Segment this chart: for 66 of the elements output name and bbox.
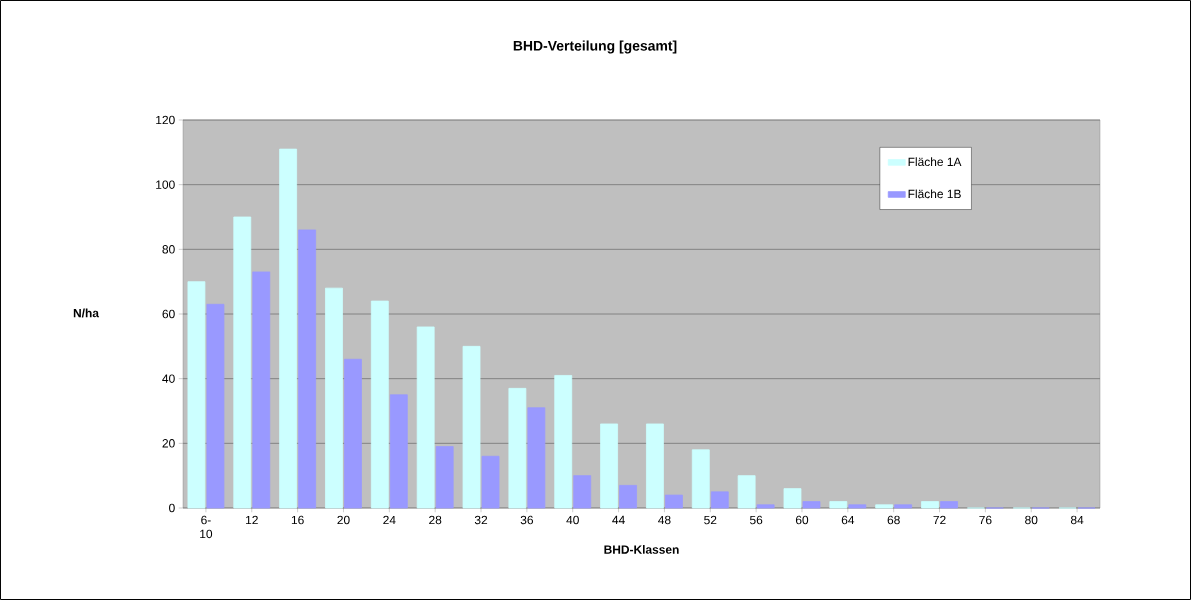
bar bbox=[875, 504, 894, 509]
x-tick-label: 16 bbox=[291, 515, 304, 525]
x-tick-label: 40 bbox=[566, 515, 579, 525]
bar bbox=[940, 501, 958, 509]
bar bbox=[802, 501, 821, 509]
bar bbox=[619, 484, 637, 509]
x-tick-label: 44 bbox=[612, 515, 625, 524]
bar bbox=[325, 287, 343, 509]
x-tick-label: 76 bbox=[979, 515, 992, 525]
y-tick-label: 100 bbox=[156, 180, 175, 189]
x-tick-label: 36 bbox=[520, 515, 533, 525]
bar bbox=[370, 300, 389, 509]
bar bbox=[206, 303, 225, 509]
bar bbox=[737, 475, 756, 509]
bar bbox=[279, 148, 298, 509]
x-tick-label: 52 bbox=[704, 515, 717, 525]
bar bbox=[665, 494, 683, 509]
y-tick-label: 20 bbox=[162, 439, 175, 448]
bar bbox=[691, 449, 710, 509]
bar bbox=[710, 491, 729, 509]
x-tick-label: 32 bbox=[474, 515, 488, 525]
bar bbox=[756, 504, 775, 509]
bar bbox=[600, 423, 618, 509]
bar bbox=[435, 446, 454, 509]
x-tick-label: 68 bbox=[887, 515, 900, 525]
bar bbox=[527, 407, 546, 509]
bar bbox=[848, 504, 867, 509]
x-tick-label: 60 bbox=[795, 515, 809, 525]
bar bbox=[573, 475, 592, 509]
x-tick-label: 48 bbox=[658, 515, 671, 525]
bar bbox=[344, 358, 362, 509]
bar bbox=[389, 394, 408, 509]
y-tick-label: 0 bbox=[169, 503, 175, 513]
bar bbox=[894, 504, 913, 509]
bar bbox=[252, 271, 271, 509]
x-tick-label: 24 bbox=[383, 515, 396, 525]
bar bbox=[646, 423, 664, 509]
bar bbox=[508, 387, 527, 509]
x-tick-label: 20 bbox=[337, 515, 350, 525]
bar bbox=[187, 281, 206, 509]
y-tick-label: 120 bbox=[156, 115, 175, 125]
bar bbox=[233, 216, 252, 509]
x-tick-label: 84 bbox=[1070, 515, 1084, 525]
bar bbox=[783, 488, 802, 509]
x-tick-label: 12 bbox=[246, 515, 258, 525]
legend-label: Fläche 1A bbox=[908, 157, 962, 167]
x-tick-label: 80 bbox=[1025, 515, 1038, 525]
y-tick-label: 80 bbox=[162, 245, 175, 254]
x-tick-label: 56 bbox=[749, 515, 763, 525]
y-tick-label: 60 bbox=[162, 309, 175, 319]
bar bbox=[554, 375, 573, 509]
legend-label: Fläche 1B bbox=[908, 189, 961, 199]
bar bbox=[829, 501, 848, 509]
x-tick-label: 64 bbox=[841, 515, 855, 525]
x-axis-title: BHD-Klassen bbox=[604, 545, 679, 554]
chart-title: BHD-Verteilung [gesamt] bbox=[513, 40, 677, 54]
bar bbox=[481, 455, 500, 509]
bar bbox=[462, 345, 481, 509]
x-tick-label: 6-10 bbox=[200, 515, 213, 539]
bar bbox=[416, 326, 435, 509]
bar bbox=[298, 229, 317, 509]
y-tick-label: 40 bbox=[162, 374, 175, 383]
y-axis-title: N/ha bbox=[73, 308, 100, 318]
x-tick-label: 28 bbox=[429, 515, 442, 525]
bar bbox=[921, 501, 939, 509]
x-tick-label: 72 bbox=[933, 515, 946, 525]
